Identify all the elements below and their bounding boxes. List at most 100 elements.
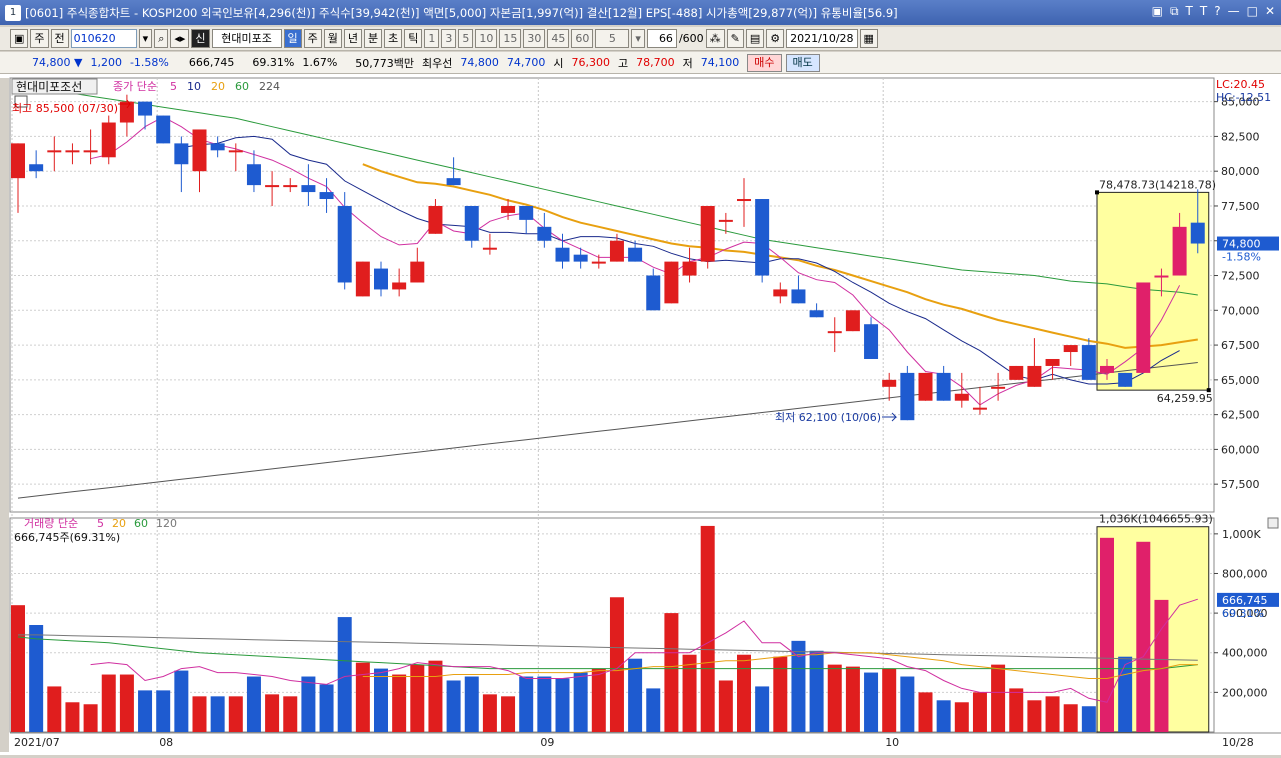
minute-60[interactable]: 60 [571,29,594,48]
help-icon[interactable]: ? [1214,4,1221,18]
adjust-select[interactable]: 전 [50,29,69,48]
volume-rate: 69.31% [252,56,295,69]
candle-body [482,247,497,250]
volume-bar [718,680,733,732]
volume-bar [573,672,588,732]
box-bottom-label: 64,259.95 [1157,392,1213,405]
timeframe-day[interactable]: 일 [283,29,302,48]
ma60-line [17,87,1198,296]
buy-button[interactable]: 매수 [747,53,782,72]
indicator-icon[interactable]: ⁂ [705,29,725,48]
restore-icon[interactable]: ⧉ [1169,4,1179,18]
volume-bar [609,597,624,732]
minute-3[interactable]: 3 [441,29,457,48]
pane-resize-icon [1267,517,1279,529]
chart-canvas[interactable]: 2021/07 08 09 10 10/28 57,500 60,000 62,500 65,0… [0,74,1281,755]
layout-icon[interactable]: ▣ [10,29,29,48]
stock-name-field[interactable]: 현대미포조 [211,29,282,48]
price-tag: 74,800 [1222,238,1261,251]
tools-icon[interactable]: ✎ [726,29,744,48]
volume-bar [246,676,261,732]
maximize-button[interactable]: □ [1246,4,1258,18]
minute-30[interactable]: 30 [523,29,546,48]
legend-ma-5: 5 [170,80,177,93]
candle-body [628,247,643,262]
stock-name-box [11,78,98,95]
period-select[interactable]: 주 [30,29,49,48]
vol-tick-label: 800,000 [1222,567,1268,580]
date-field[interactable]: 2021/10/28 [786,29,858,48]
vol-ma20-line [362,652,1198,679]
close-button[interactable]: ✕ [1264,4,1275,18]
volume-bar [428,660,443,732]
volume-bar [755,686,770,732]
stock-code-input[interactable]: 010620 [70,29,137,48]
volume-bar [83,704,98,732]
prev-next-icon[interactable]: ◂▸ [170,29,190,48]
legend-volma-5: 5 [97,517,104,530]
legend-volma-60: 60 [134,517,148,530]
interval-spin-icon[interactable]: ▾ [631,29,645,48]
calendar-icon[interactable]: ▦ [859,29,878,48]
volume-value: 666,745 [188,56,235,69]
candle-body [156,115,171,144]
volume-bar [591,668,606,732]
minute-1[interactable]: 1 [424,29,440,48]
sell-button[interactable]: 매도 [785,53,820,72]
volume-bar [446,680,461,732]
candle-body [119,101,134,123]
code-dropdown-icon[interactable]: ▾ [138,29,153,48]
save-icon[interactable]: ▤ [745,29,765,48]
link-icon[interactable]: ▣ [1151,4,1163,18]
chart-area[interactable]: 2021/07 08 09 10 10/28 57,500 60,000 62,500 65,0… [0,74,1281,755]
pin-icon[interactable]: T [1185,4,1193,18]
box-top-label: 78,478.73(14218.78) [1099,178,1216,191]
minute-10[interactable]: 10 [475,29,498,48]
volume-bar [319,684,334,732]
volume-bar [646,688,661,732]
minimize-button[interactable]: — [1227,4,1240,18]
candle-body [1100,365,1114,373]
candle-body [972,407,987,410]
x-tick-label: 09 [540,736,554,749]
candle-body [29,164,44,172]
timeframe-second[interactable]: 초 [384,29,403,48]
candle-body [355,261,370,297]
timeframe-minute[interactable]: 분 [364,29,383,48]
interval-input[interactable]: 5 [595,29,630,48]
candle-body [954,393,969,401]
gear-icon[interactable]: ⚙ [766,29,785,48]
timeframe-month[interactable]: 월 [323,29,342,48]
candle-body [1154,275,1169,278]
search-icon[interactable]: ⌕ [154,29,169,48]
y-tick-label: 57,500 [1221,478,1260,491]
selection-handle [1095,190,1099,195]
legend-volma-20: 20 [112,517,126,530]
best-bid: 74,700 [506,56,546,69]
volume-bar [355,662,370,732]
timeframe-tick[interactable]: 틱 [404,29,423,48]
candle-body [1190,222,1205,244]
font-icon[interactable]: T [1199,4,1208,18]
candle-body [464,205,479,241]
timeframe-year[interactable]: 년 [343,29,363,48]
candle-body [392,282,407,290]
minute-45[interactable]: 45 [547,29,570,48]
legend-volma-120: 120 [156,517,177,530]
volume-bar [119,674,134,732]
x-tick-label: 2021/07 [14,736,60,749]
volume-bar [664,613,679,732]
candle-body [555,247,570,262]
high-annotation: 최고 85,500 (07/30) [12,102,118,115]
bar-count-input[interactable]: 66 [646,29,677,48]
minute-15[interactable]: 15 [499,29,522,48]
turnover-rate: 1.67% [302,56,338,69]
timeframe-week[interactable]: 주 [303,29,322,48]
candle-body [501,205,516,213]
volume-bar [700,525,715,732]
candle-body [210,143,225,151]
vol-ma120-line [18,634,1198,661]
volume-bar [464,676,479,732]
minute-5[interactable]: 5 [458,29,474,48]
left-gutter [0,78,9,752]
